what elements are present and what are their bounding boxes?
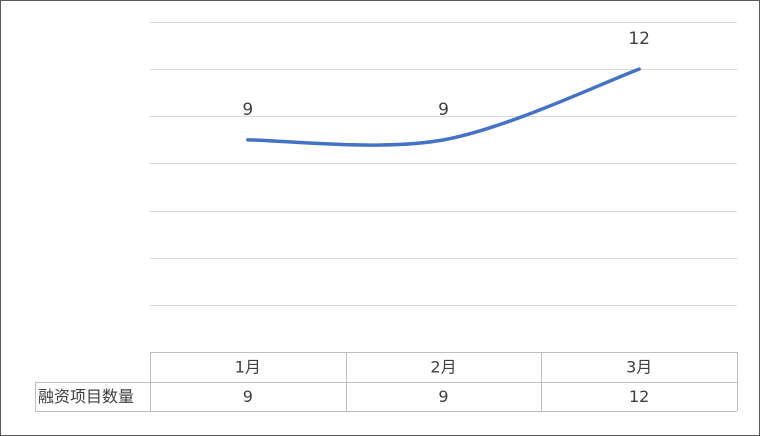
series-line <box>246 67 641 147</box>
data-label: 9 <box>438 100 449 120</box>
table-value: 9 <box>438 387 448 406</box>
legend-label: 融资项目数量 <box>38 387 134 406</box>
x-tick-label: 1月 <box>235 357 261 376</box>
table-value: 9 <box>243 387 253 406</box>
data-label: 9 <box>242 100 253 120</box>
x-tick-label: 3月 <box>626 357 652 376</box>
data-label: 12 <box>628 29 650 49</box>
x-tick-label: 2月 <box>430 357 456 376</box>
table-value: 12 <box>629 387 649 406</box>
